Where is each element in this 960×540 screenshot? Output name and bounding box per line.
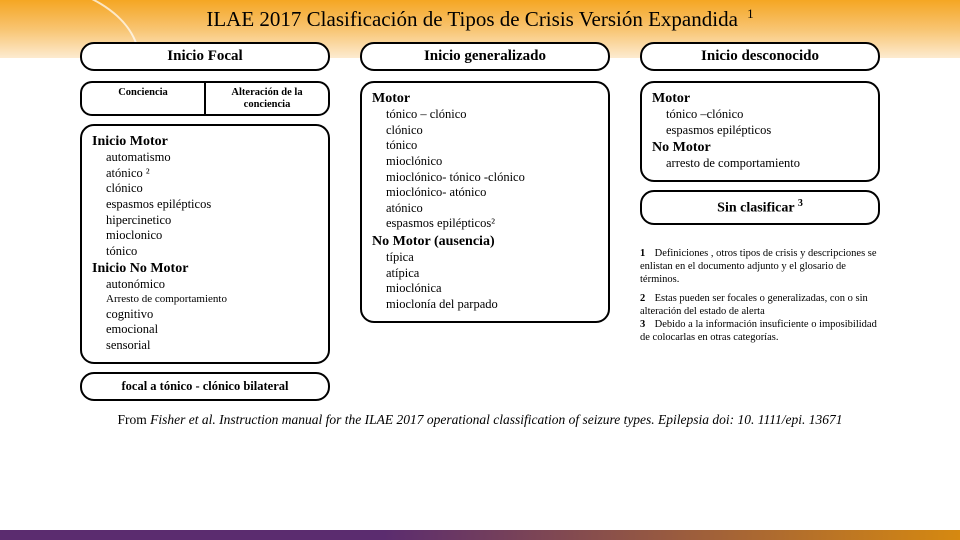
list-item: tónico –clónico — [666, 107, 868, 123]
list-item: clónico — [386, 123, 598, 139]
list-item: mioclónico — [386, 154, 598, 170]
footnote-text: Definiciones , otros tipos de crisis y d… — [640, 248, 877, 285]
list-item: mioclonico — [106, 228, 318, 244]
columns-row: Inicio Focal Conciencia Alteración de la… — [30, 42, 930, 401]
footnote-text: Estas pueden ser focales o generalizadas… — [640, 293, 868, 317]
footnote-text: Debido a la información insuficiente o i… — [640, 319, 877, 343]
citation-lead: From — [117, 412, 150, 427]
unknown-motor-heading: Motor — [652, 91, 868, 107]
column-generalized: Inicio generalizado Motor tónico – clóni… — [360, 42, 610, 331]
focal-awareness-split: Conciencia Alteración de la conciencia — [80, 81, 330, 116]
footnotes: 1 Definiciones , otros tipos de crisis y… — [640, 247, 880, 351]
list-item: atónico — [386, 201, 598, 217]
unknown-motor-list: tónico –clónico espasmos epilépticos — [652, 107, 868, 138]
bottom-gradient-band — [0, 530, 960, 540]
list-item: clónico — [106, 181, 318, 197]
unclassified-box: Sin clasificar 3 — [640, 190, 880, 225]
generalized-motor-heading: Motor — [372, 91, 598, 107]
focal-motor-heading: Inicio Motor — [92, 134, 318, 150]
generalized-header: Inicio generalizado — [360, 42, 610, 71]
unclassified-label: Sin clasificar — [717, 201, 794, 216]
list-item: mioclonía del parpado — [386, 297, 598, 313]
title-superscript: 1 — [747, 6, 754, 21]
list-item: emocional — [106, 322, 318, 338]
unknown-body: Motor tónico –clónico espasmos epiléptic… — [640, 81, 880, 182]
focal-footer: focal a tónico - clónico bilateral — [80, 372, 330, 401]
list-item: atípica — [386, 266, 598, 282]
focal-body: Inicio Motor automatismo atónico ² clóni… — [80, 124, 330, 364]
focal-nomotor-list: autonómico Arresto de comportamiento cog… — [92, 277, 318, 353]
title-text: ILAE 2017 Clasificación de Tipos de Cris… — [206, 7, 738, 31]
citation: From Fisher et al. Instruction manual fo… — [30, 411, 930, 429]
list-item: espasmos epilépticos — [106, 197, 318, 213]
list-item: espasmos epilépticos² — [386, 216, 598, 232]
generalized-body: Motor tónico – clónico clónico tónico mi… — [360, 81, 610, 323]
list-item: Arresto de comportamiento — [106, 293, 318, 307]
focal-awareness-left: Conciencia — [80, 81, 204, 116]
unknown-header: Inicio desconocido — [640, 42, 880, 71]
list-item: mioclónica — [386, 281, 598, 297]
focal-nomotor-heading: Inicio No Motor — [92, 261, 318, 277]
slide-content: ILAE 2017 Clasificación de Tipos de Cris… — [0, 0, 960, 428]
list-item: automatismo — [106, 150, 318, 166]
list-item: espasmos epilépticos — [666, 123, 868, 139]
list-item: tónico — [386, 138, 598, 154]
list-item: atónico ² — [106, 166, 318, 182]
citation-text: Fisher et al. Instruction manual for the… — [150, 412, 842, 427]
focal-motor-list: automatismo atónico ² clónico espasmos e… — [92, 150, 318, 259]
list-item: típica — [386, 250, 598, 266]
list-item: mioclónico- tónico -clónico — [386, 170, 598, 186]
generalized-motor-list: tónico – clónico clónico tónico mioclóni… — [372, 107, 598, 232]
footnote-2: 2 Estas pueden ser focales o generalizad… — [640, 292, 880, 345]
column-unknown: Inicio desconocido Motor tónico –clónico… — [640, 42, 880, 350]
focal-header: Inicio Focal — [80, 42, 330, 71]
list-item: hipercinetico — [106, 213, 318, 229]
footnote-num: 1 — [640, 247, 652, 260]
focal-awareness-right: Alteración de la conciencia — [204, 81, 330, 116]
list-item: cognitivo — [106, 307, 318, 323]
list-item: arresto de comportamiento — [666, 156, 868, 172]
list-item: sensorial — [106, 338, 318, 354]
unclassified-sup: 3 — [798, 198, 803, 209]
unknown-nomotor-list: arresto de comportamiento — [652, 156, 868, 172]
unknown-nomotor-heading: No Motor — [652, 140, 868, 156]
list-item: tónico – clónico — [386, 107, 598, 123]
generalized-nomotor-list: típica atípica mioclónica mioclonía del … — [372, 250, 598, 313]
footnote-1: 1 Definiciones , otros tipos de crisis y… — [640, 247, 880, 286]
page-title: ILAE 2017 Clasificación de Tipos de Cris… — [30, 6, 930, 32]
list-item: mioclónico- atónico — [386, 185, 598, 201]
generalized-nomotor-heading: No Motor (ausencia) — [372, 234, 598, 250]
list-item: autonómico — [106, 277, 318, 293]
list-item: tónico — [106, 244, 318, 260]
column-focal: Inicio Focal Conciencia Alteración de la… — [80, 42, 330, 401]
footnote-num: 3 — [640, 318, 652, 331]
footnote-num: 2 — [640, 292, 652, 305]
